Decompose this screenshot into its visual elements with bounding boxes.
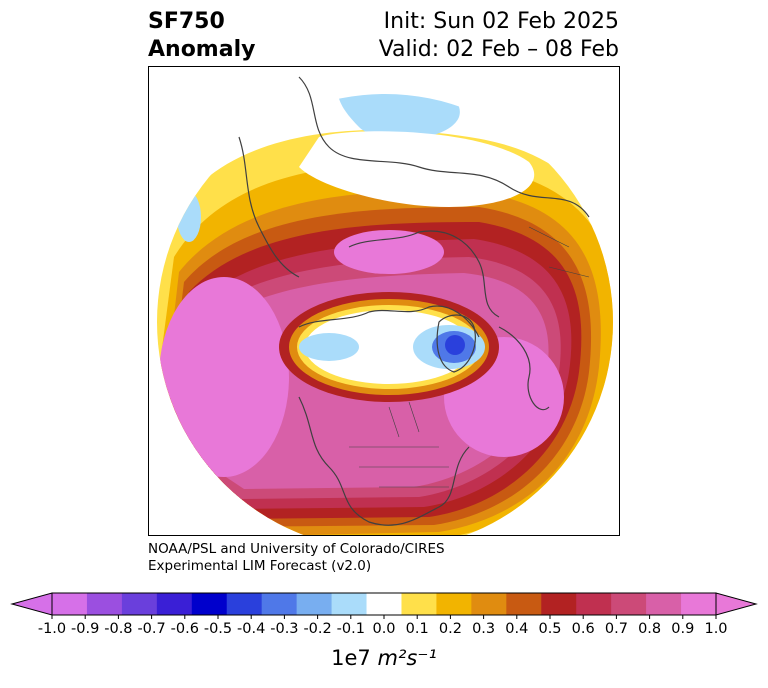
colorbar-swatch: [611, 593, 647, 615]
colorbar-tick-labels: -1.0 -0.9 -0.8 -0.7 -0.6 -0.5 -0.4 -0.3 -0.2 -0.1…: [0, 621, 768, 643]
credit-text: NOAA/PSL and University of Colorado/CIRE…: [148, 541, 445, 575]
colorbar-ticks: [51, 615, 717, 619]
colorbar-swatch: [436, 593, 472, 615]
colorbar-swatch: [646, 593, 682, 615]
colorbar-swatch: [506, 593, 542, 615]
colorbar-swatch: [681, 593, 717, 615]
siberia-coastline: [348, 230, 500, 318]
title-right: Init: Sun 02 Feb 2025 Valid: 02 Feb – 08…: [379, 8, 619, 64]
colorbar-swatches: [52, 593, 717, 615]
colorbar: [10, 592, 758, 619]
asia-negative-anomaly: [337, 94, 460, 140]
colorbar-tick-label: 0.9: [671, 621, 695, 637]
colorbar-tick-label: 0.8: [638, 621, 662, 637]
europe-coastline: [498, 326, 550, 411]
colorbar-tick-label: -0.7: [137, 621, 166, 637]
colorbar-tick-label: 0.5: [538, 621, 562, 637]
colorbar-swatch: [86, 593, 123, 615]
colorbar-swatch: [576, 593, 612, 615]
asia-coastline: [298, 76, 590, 218]
colorbar-under-arrow: [10, 592, 53, 616]
colorbar-tick-label: 0.6: [571, 621, 595, 637]
colorbar-tick-label: -0.5: [203, 621, 233, 637]
colorbar-tick-label: 1.0: [704, 621, 728, 637]
colorbar-tick-label: 0.2: [438, 621, 462, 637]
variable-title: SF750: [148, 9, 225, 34]
coastlines: [238, 76, 590, 526]
arctic-negative-west: [299, 333, 359, 361]
init-date: Init: Sun 02 Feb 2025: [383, 9, 619, 34]
pacific-positive-lobe: [159, 277, 289, 477]
colorbar-swatch: [261, 593, 298, 615]
colorbar-tick-label: -1.0: [37, 621, 67, 637]
colorbar-tick-label: -0.9: [71, 621, 100, 637]
northwest-negative-patch: [177, 192, 201, 242]
colorbar-swatch: [121, 593, 158, 615]
north-america-coastline: [298, 396, 470, 526]
colorbar-swatch: [471, 593, 507, 615]
us-state-lines: [349, 446, 449, 488]
colorbar-swatch: [541, 593, 577, 615]
colorbar-tick-label: -0.2: [303, 621, 332, 637]
map-panel: [148, 66, 620, 536]
colorbar-tick-label: 0.1: [405, 621, 429, 637]
colorbar-swatch: [226, 593, 263, 615]
east-asia-coastline: [238, 136, 300, 278]
colorbar-tick-label: 0.0: [372, 621, 396, 637]
colorbar-tick-label: 0.7: [604, 621, 628, 637]
asia-zero-zone: [299, 131, 535, 207]
colorbar-unit-label: 1e7 m²s⁻¹: [0, 646, 768, 670]
arctic-coastline: [298, 305, 480, 338]
colorbar-over-arrow: [715, 592, 758, 616]
anomaly-title: Anomaly: [148, 37, 256, 62]
colorbar-swatch: [52, 593, 88, 615]
colorbar-swatch: [331, 593, 368, 615]
colorbar-tick-label: 0.3: [472, 621, 496, 637]
colorbar-tick-label: -0.8: [104, 621, 133, 637]
unit-prefix: 1e7: [331, 646, 371, 670]
valid-range: Valid: 02 Feb – 08 Feb: [378, 37, 619, 62]
colorbar-tick-label: -0.1: [336, 621, 365, 637]
colorbar-tick-label: 0.4: [505, 621, 529, 637]
colorbar-tick-label: -0.3: [270, 621, 299, 637]
credit-line-1: NOAA/PSL and University of Colorado/CIRE…: [148, 541, 445, 557]
unit-text: m²s⁻¹: [377, 646, 437, 670]
colorbar-swatch: [296, 593, 333, 615]
anomaly-map: [157, 76, 613, 535]
canada-province-lines: [388, 401, 420, 438]
colorbar-tick-label: -0.6: [170, 621, 199, 637]
credit-line-2: Experimental LIM Forecast (v2.0): [148, 558, 372, 574]
greenland-outline: [436, 314, 476, 373]
colorbar-swatch: [156, 593, 193, 615]
colorbar-tick-label: -0.4: [237, 621, 266, 637]
siberia-positive-lobe: [334, 230, 444, 274]
title-left: SF750 Anomaly: [148, 8, 255, 64]
borders: [349, 226, 590, 488]
colorbar-swatch: [401, 593, 437, 615]
greenland-negative-core: [445, 335, 465, 355]
colorbar-swatch: [366, 593, 402, 615]
colorbar-swatch: [191, 593, 228, 615]
eurasia-borders: [528, 226, 590, 278]
